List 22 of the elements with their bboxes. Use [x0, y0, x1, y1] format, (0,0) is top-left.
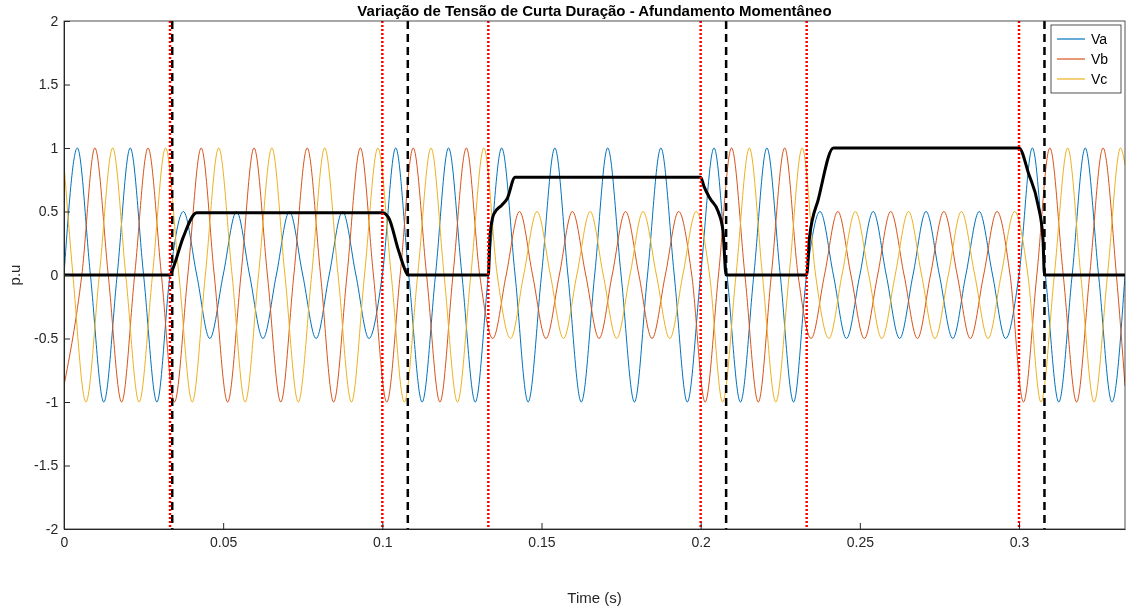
x-tick-label: 0.15 [528, 534, 556, 551]
legend-label: Va [1091, 31, 1108, 47]
x-tick-label: 0.3 [1009, 534, 1030, 551]
line-series [64, 147, 1125, 403]
legend-label: Vb [1091, 51, 1109, 67]
x-axis-title: Time (s) [567, 589, 622, 606]
x-tick-label: 0.1 [373, 534, 393, 551]
y-tick-label: 1.5 [38, 76, 59, 93]
x-tick-label: 0.25 [846, 534, 875, 551]
y-tick-label: -2 [45, 520, 59, 537]
x-tick-label: 0.2 [691, 534, 712, 551]
y-tick-label: -1 [45, 393, 59, 410]
y-tick-label: 0.5 [38, 203, 59, 220]
y-axis-title: p.u [6, 264, 23, 286]
x-tick-label: 0.05 [210, 534, 238, 551]
y-tick-label: 0 [50, 266, 59, 283]
y-tick-label: -1.5 [34, 457, 59, 474]
y-tick-label: -0.5 [34, 330, 59, 347]
y-tick-label: 2 [50, 12, 59, 29]
legend-label: Vc [1091, 71, 1108, 87]
y-tick-label: 1 [50, 139, 59, 156]
chart-title: Variação de Tensão de Curta Duração - Afundamento Momentâneo [357, 2, 832, 19]
